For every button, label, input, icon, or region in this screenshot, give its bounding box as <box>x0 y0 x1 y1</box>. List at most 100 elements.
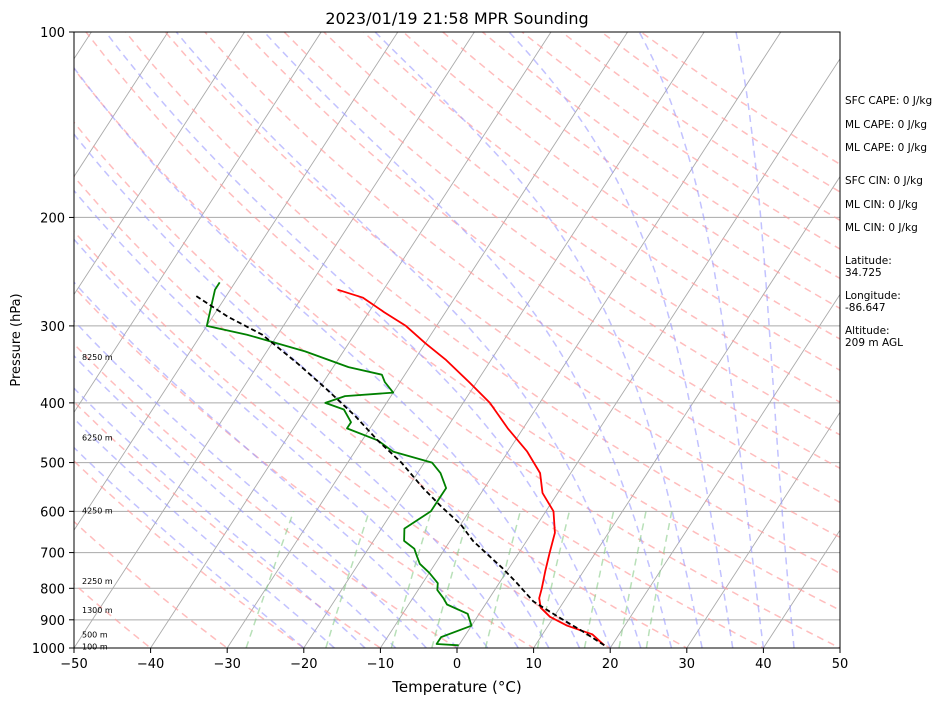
chart-title: 2023/01/19 21:58 MPR Sounding <box>325 9 588 28</box>
mixing-ratio-line <box>536 511 571 648</box>
altitude-value: 209 m AGL <box>845 337 903 349</box>
y-tick-label: 500 <box>40 457 65 472</box>
mixing-ratio-line <box>245 511 295 648</box>
stability-indices-panel: SFC CAPE: 0 J/kg ML CAPE: 0 J/kg ML CAPE… <box>845 95 932 349</box>
dry-adiabat-line <box>164 32 840 539</box>
isotherm-line <box>456 57 840 648</box>
moist-adiabat-line <box>74 238 489 648</box>
isotherm-line <box>380 32 782 648</box>
mixing-ratio-line <box>431 511 471 648</box>
dry-adiabat-line <box>402 32 840 340</box>
dry-adiabat-line <box>74 400 382 648</box>
height-label: 500 m <box>82 630 108 639</box>
isotherm-line <box>74 32 399 531</box>
sfc-cin-text: SFC CIN: 0 J/kg <box>845 175 923 187</box>
height-label: 2250 m <box>82 577 113 586</box>
moist-adiabat-line <box>74 66 581 648</box>
moist-adiabat-line <box>374 32 703 648</box>
temperature-profile <box>337 288 605 646</box>
isotherm-line <box>150 32 552 648</box>
moist-adiabat-line <box>263 32 673 648</box>
x-tick-label: 20 <box>602 657 619 672</box>
height-label: 100 m <box>82 642 108 651</box>
isotherm-line <box>533 175 840 648</box>
y-tick-label: 200 <box>40 211 65 226</box>
moist-adiabat-line <box>74 446 305 648</box>
y-tick-label: 700 <box>40 547 65 562</box>
dry-adiabat-line <box>74 121 766 648</box>
mixing-ratio-line <box>484 511 522 648</box>
dry-adiabat-line <box>74 67 840 648</box>
y-tick-label: 100 <box>40 26 65 41</box>
isotherm-line <box>226 32 628 648</box>
height-label: 6250 m <box>82 433 113 442</box>
moist-adiabat-line <box>74 189 519 648</box>
x-tick-label: −20 <box>290 657 317 672</box>
ml-cape-text: ML CAPE: 0 J/kg <box>845 119 927 131</box>
y-tick-label: 800 <box>40 582 65 597</box>
isotherm-line <box>686 411 840 648</box>
y-tick-label: 600 <box>40 505 65 520</box>
mixing-ratio-line <box>325 511 370 648</box>
longitude-label: Longitude: <box>845 290 901 302</box>
y-tick-label: 300 <box>40 320 65 335</box>
x-axis-ticks: −50 −40 −30 −20 −10 0 10 20 30 40 50 <box>60 648 848 672</box>
mixing-ratio-line <box>618 511 647 648</box>
sounding-series <box>195 281 605 647</box>
height-label: 1300 m <box>82 606 113 615</box>
isotherm-line <box>303 32 705 648</box>
x-tick-label: −50 <box>60 657 87 672</box>
x-tick-label: −40 <box>137 657 164 672</box>
x-axis-label: Temperature (°C) <box>391 678 521 696</box>
dewpoint-profile <box>205 281 473 647</box>
parcel-path <box>195 294 605 647</box>
mixing-ratio-line <box>645 511 673 648</box>
x-tick-label: 0 <box>453 657 461 672</box>
x-tick-label: −10 <box>367 657 394 672</box>
isotherm-line <box>74 32 245 296</box>
moist-adiabat-line <box>74 319 427 648</box>
y-tick-label: 1000 <box>32 642 65 657</box>
thermodynamic-background <box>74 32 840 648</box>
dry-adiabat-line <box>74 460 306 648</box>
height-labels: 100 m 500 m 1300 m 2250 m 4250 m 6250 m 8250 m <box>82 353 113 651</box>
dry-adiabat-line <box>74 342 459 648</box>
x-tick-label: 30 <box>679 657 696 672</box>
moist-adiabat-line <box>74 417 335 648</box>
moist-adiabat-line <box>638 32 765 648</box>
latitude-label: Latitude: <box>845 255 892 267</box>
sfc-cape-text: SFC CAPE: 0 J/kg <box>845 95 932 107</box>
dry-adiabat-line <box>244 32 840 470</box>
y-tick-label: 400 <box>40 397 65 412</box>
latitude-value: 34.725 <box>845 267 882 279</box>
moist-adiabat-line <box>74 387 366 648</box>
x-tick-label: 10 <box>525 657 542 672</box>
moist-adiabat-line <box>74 133 550 648</box>
height-label: 8250 m <box>82 353 113 362</box>
x-tick-label: 50 <box>832 657 849 672</box>
isotherm-line <box>74 32 169 178</box>
dry-adiabat-line <box>283 32 840 436</box>
ml-cape-text-2: ML CAPE: 0 J/kg <box>845 142 927 154</box>
moist-adiabat-line <box>175 32 642 648</box>
isotherm-line <box>763 529 840 648</box>
y-axis-ticks: 100 200 300 400 500 600 700 800 900 1000 <box>32 26 74 657</box>
dry-adiabat-line <box>204 32 840 504</box>
y-tick-label: 900 <box>40 614 65 629</box>
height-label: 4250 m <box>82 506 113 515</box>
altitude-label: Altitude: <box>845 325 890 337</box>
x-tick-label: −30 <box>213 657 240 672</box>
longitude-value: -86.647 <box>845 302 886 314</box>
dry-adiabat-line <box>74 520 229 648</box>
dry-adiabat-line <box>323 32 840 404</box>
dry-adiabat-line <box>74 230 612 648</box>
mixing-ratio-line <box>583 511 615 648</box>
moist-adiabat-line <box>735 32 795 648</box>
moist-adiabat-line <box>508 32 734 648</box>
dry-adiabat-line <box>74 286 536 648</box>
mixing-ratio-line <box>390 511 433 648</box>
x-tick-label: 40 <box>755 657 772 672</box>
isotherm-line <box>74 32 322 414</box>
y-axis-label: Pressure (hPa) <box>9 293 24 386</box>
